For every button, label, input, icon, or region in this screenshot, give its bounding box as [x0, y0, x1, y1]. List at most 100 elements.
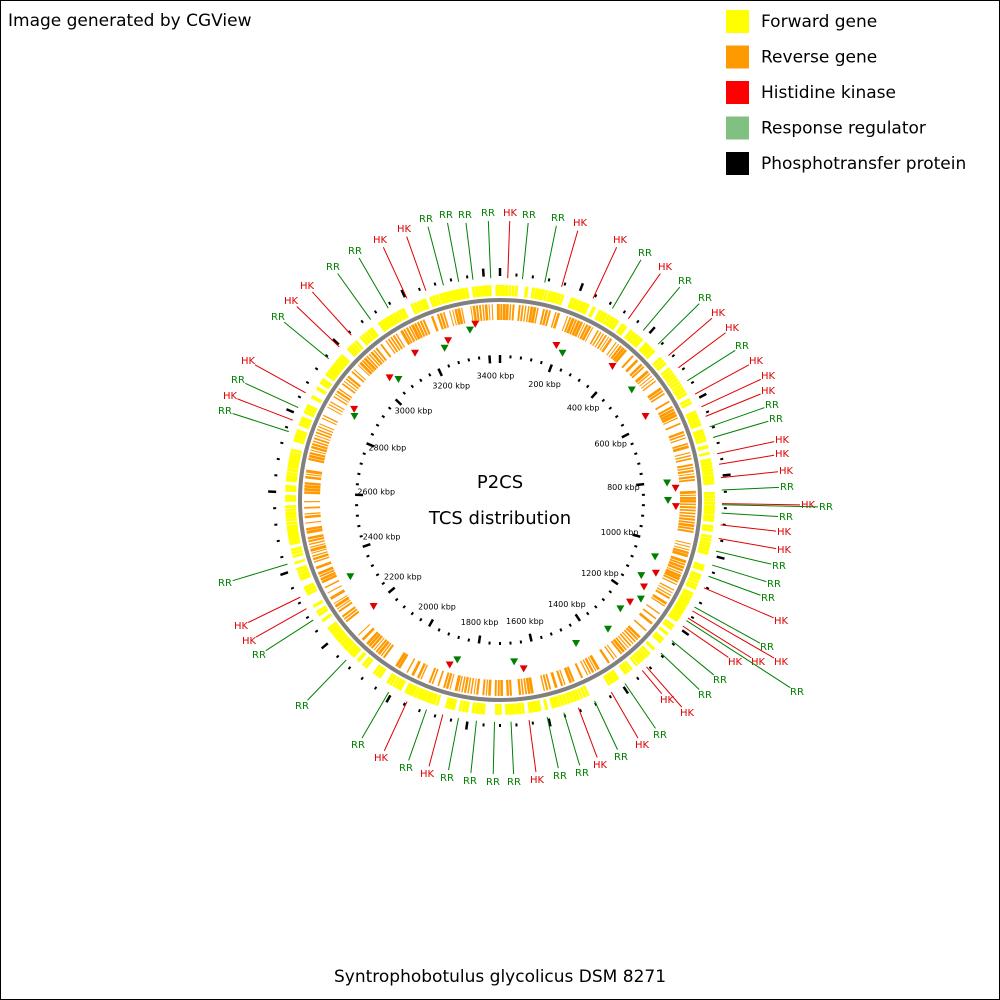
- forward-gene: [289, 539, 301, 546]
- feature-label: HK: [613, 235, 628, 246]
- reverse-gene: [482, 304, 486, 321]
- forward-gene: [588, 306, 597, 318]
- forward-gene: [287, 530, 299, 536]
- inner-tick: [621, 432, 630, 439]
- callout-line: [719, 454, 775, 465]
- outer-tick: [690, 615, 695, 620]
- forward-gene: [315, 605, 327, 614]
- reverse-gene: [309, 542, 326, 549]
- forward-gene: [693, 431, 706, 439]
- forward-gene: [327, 621, 338, 631]
- reverse-gene: [667, 563, 684, 572]
- reverse-gene: [592, 331, 602, 347]
- callout-line: [448, 717, 459, 771]
- callout-line: [521, 222, 529, 280]
- reverse-gene: [528, 306, 534, 323]
- callout-line: [406, 236, 427, 291]
- forward-gene: [673, 386, 685, 395]
- inner-tick: [610, 578, 619, 586]
- feature-label: HK: [593, 760, 608, 771]
- forward-gene: [533, 700, 539, 713]
- credit: Image generated by CGView: [8, 11, 252, 31]
- forward-gene: [549, 697, 556, 709]
- reverse-gene: [638, 612, 653, 625]
- reverse-gene: [437, 670, 444, 687]
- forward-gene: [671, 383, 683, 392]
- reverse-gene: [370, 351, 383, 365]
- callout-line: [641, 670, 663, 695]
- forward-gene: [623, 329, 633, 340]
- callout-line: [715, 550, 772, 565]
- reverse-gene: [403, 328, 413, 344]
- reverse-gene: [678, 517, 696, 521]
- forward-gene: [451, 698, 458, 711]
- tcs-marker: [444, 337, 453, 345]
- forward-gene: [306, 403, 318, 412]
- tcs-marker: [350, 413, 359, 420]
- inner-tick: [632, 533, 641, 538]
- feature-label: RR: [735, 341, 749, 352]
- forward-gene: [285, 478, 298, 483]
- legend-label: Forward gene: [761, 12, 877, 32]
- forward-gene: [315, 386, 328, 395]
- reverse-gene: [338, 601, 353, 613]
- forward-gene: [319, 380, 331, 390]
- reverse-gene: [308, 454, 325, 461]
- inner-tick: [370, 564, 375, 568]
- forward-gene: [573, 689, 581, 701]
- reverse-gene: [345, 610, 360, 623]
- forward-gene: [623, 660, 633, 671]
- reverse-gene: [333, 395, 348, 406]
- reverse-gene: [505, 304, 509, 321]
- inner-tick: [549, 632, 553, 636]
- forward-gene: [645, 349, 656, 360]
- inner-tick: [427, 618, 435, 628]
- reverse-gene: [328, 403, 344, 413]
- forward-gene: [599, 312, 608, 324]
- reverse-gene: [574, 662, 584, 679]
- forward-gene: [416, 687, 424, 700]
- reverse-gene: [341, 383, 356, 394]
- reverse-gene: [311, 548, 327, 554]
- forward-gene: [383, 317, 393, 329]
- reverse-gene: [308, 457, 325, 464]
- reverse-gene: [580, 660, 589, 676]
- outer-tick: [698, 601, 703, 605]
- reverse-gene: [642, 380, 657, 392]
- feature-label: RR: [399, 763, 413, 774]
- forward-gene: [306, 588, 318, 596]
- forward-gene: [337, 633, 348, 644]
- scale-label: 800 kbp: [607, 483, 640, 492]
- callout-line: [720, 471, 779, 479]
- forward-gene: [386, 315, 395, 327]
- reverse-gene: [385, 340, 396, 355]
- reverse-gene: [669, 558, 686, 566]
- feature-label: RR: [271, 312, 285, 323]
- outer-tick: [622, 686, 630, 695]
- feature-label: RR: [713, 675, 727, 686]
- forward-gene: [558, 694, 565, 706]
- forward-gene: [296, 429, 308, 436]
- reverse-gene: [664, 571, 680, 581]
- reverse-gene: [678, 475, 695, 480]
- reverse-gene: [488, 679, 492, 696]
- forward-gene: [294, 431, 307, 439]
- outer-tick: [332, 338, 340, 346]
- forward-gene: [428, 692, 436, 705]
- reverse-gene: [672, 442, 688, 450]
- inner-tick: [559, 368, 563, 372]
- outer-tick: [290, 586, 295, 590]
- scale-label: 3400 kbp: [477, 372, 515, 381]
- callout-line: [307, 659, 347, 701]
- reverse-gene: [677, 525, 694, 530]
- forward-gene: [484, 285, 490, 297]
- inner-tick: [634, 452, 638, 456]
- scale-label: 600 kbp: [594, 440, 627, 449]
- callout-line: [510, 721, 515, 775]
- legend-label: Phosphotransfer protein: [761, 154, 966, 174]
- reverse-gene: [457, 308, 464, 325]
- forward-gene: [582, 685, 590, 697]
- scale-label: 1400 kbp: [548, 600, 586, 609]
